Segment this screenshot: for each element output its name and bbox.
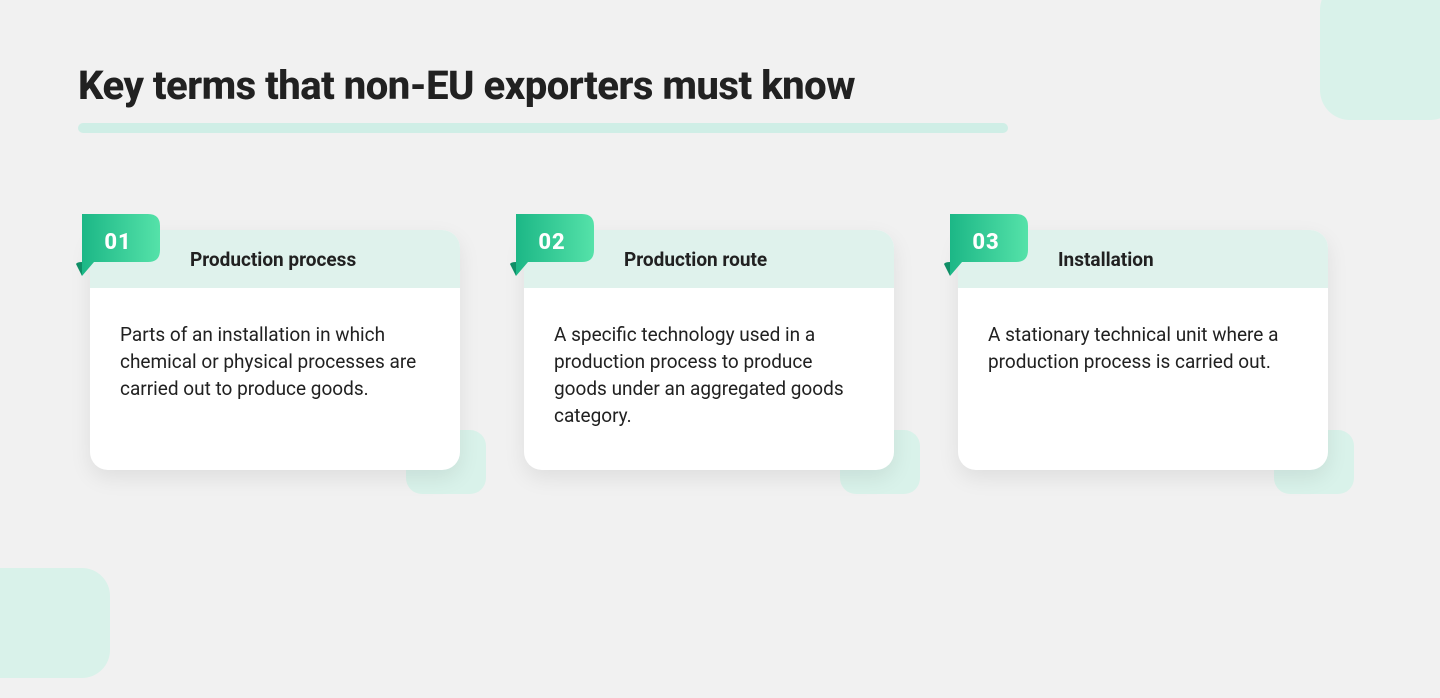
title-block: Key terms that non-EU exporters must kno… — [78, 62, 1320, 133]
card-decor — [1274, 430, 1354, 494]
card-production-process: 01 Production process Parts of an instal… — [90, 230, 460, 470]
page-title: Key terms that non-EU exporters must kno… — [78, 62, 1320, 109]
card-number: 01 — [104, 230, 131, 255]
card-body: Parts of an installation in which chemic… — [90, 288, 460, 413]
card-body: A stationary technical unit where a prod… — [958, 288, 1328, 386]
card-installation: 03 Installation A stationary technical u… — [958, 230, 1328, 470]
card-number-badge: 03 — [944, 214, 1028, 276]
card-decor — [406, 430, 486, 494]
decor-top-right — [1320, 0, 1440, 120]
cards-row: 01 Production process Parts of an instal… — [90, 230, 1350, 470]
decor-bottom-left — [0, 568, 110, 678]
card-number-badge: 02 — [510, 214, 594, 276]
card-number: 02 — [538, 230, 565, 255]
card-body: A specific technology used in a producti… — [524, 288, 894, 440]
card-production-route: 02 Production route A specific technolog… — [524, 230, 894, 470]
card-number: 03 — [972, 230, 999, 255]
title-underline — [78, 123, 1008, 133]
card-number-badge: 01 — [76, 214, 160, 276]
